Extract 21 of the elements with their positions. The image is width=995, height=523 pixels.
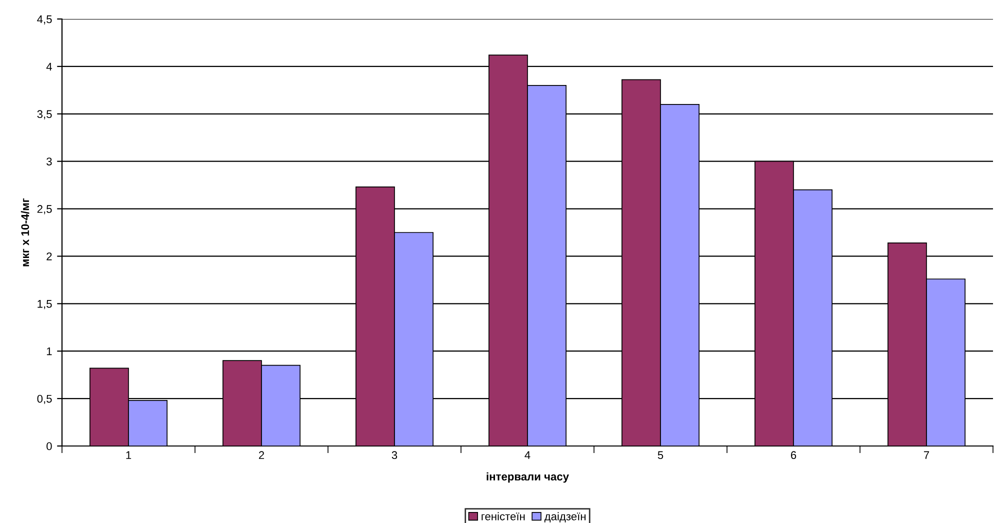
y-tick-label: 2 bbox=[46, 252, 52, 260]
y-tick-label: 3,5 bbox=[37, 110, 52, 120]
y-tick-label: 0 bbox=[46, 442, 52, 450]
x-tick-label: 3 bbox=[392, 451, 398, 460]
x-axis-title: інтервали часу bbox=[486, 472, 569, 483]
y-tick-label: 0,5 bbox=[37, 394, 52, 404]
y-tick-label: 4 bbox=[46, 62, 52, 70]
legend-label: геністеїн bbox=[482, 512, 525, 520]
x-tick-label: 4 bbox=[524, 451, 530, 459]
y-axis-title: мкг x 10-4/мг bbox=[20, 198, 30, 266]
legend-label: даідзеїн bbox=[544, 512, 586, 522]
y-tick-label: 3 bbox=[46, 158, 52, 166]
x-tick-label: 5 bbox=[658, 451, 664, 460]
x-tick-label: 2 bbox=[258, 451, 264, 459]
y-tick-label: 1,5 bbox=[38, 300, 52, 310]
x-tick-label: 6 bbox=[790, 451, 796, 460]
x-tick-label: 1 bbox=[126, 451, 132, 459]
x-tick-label: 7 bbox=[924, 451, 930, 459]
y-tick-label: 4,5 bbox=[37, 15, 52, 24]
y-tick-label: 1 bbox=[46, 347, 52, 356]
y-tick-label: 2,5 bbox=[37, 205, 52, 214]
